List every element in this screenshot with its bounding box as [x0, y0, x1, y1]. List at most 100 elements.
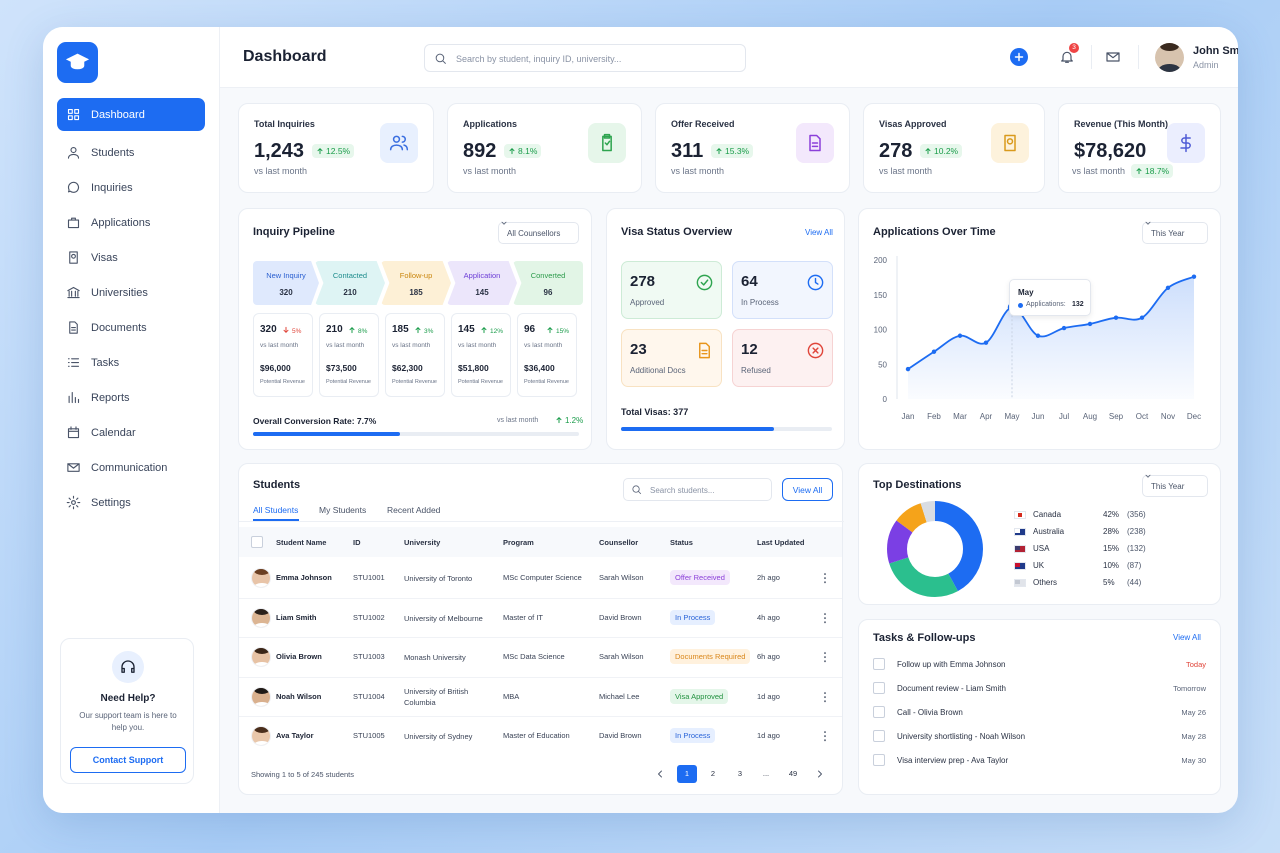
page-button[interactable]: 1: [677, 765, 697, 783]
avatar-body: [253, 622, 270, 627]
panel-title: Students: [253, 479, 301, 491]
stage-count: 210: [343, 288, 357, 297]
nav-item[interactable]: Tasks: [57, 346, 205, 379]
icon: [67, 217, 80, 229]
student-name[interactable]: Liam Smith: [276, 612, 317, 622]
prev-page[interactable]: [654, 768, 666, 780]
icon: [67, 358, 80, 367]
status-badge: Offer Received: [670, 570, 730, 585]
tooltip-series: Applications:: [1026, 301, 1066, 308]
student-counsellor: David Brown: [599, 612, 642, 622]
task-checkbox[interactable]: [873, 730, 885, 742]
nav-item[interactable]: Inquiries: [57, 171, 205, 204]
page-button[interactable]: ...: [762, 769, 770, 778]
period-filter[interactable]: This Year: [1142, 221, 1208, 244]
row-menu[interactable]: [818, 571, 832, 585]
nav-item[interactable]: Universities: [57, 276, 205, 309]
row-menu[interactable]: [818, 729, 832, 743]
messages-button[interactable]: [1104, 48, 1122, 66]
row-menu[interactable]: [818, 690, 832, 704]
line-point: [1191, 274, 1197, 279]
avatar-body: [253, 662, 270, 666]
student-name[interactable]: Olivia Brown: [276, 652, 322, 661]
nav-item[interactable]: Documents: [57, 311, 205, 344]
stage-revenue-label: Potential Revenue: [260, 379, 305, 385]
icon-path: [1061, 51, 1073, 63]
icon: [67, 146, 80, 159]
icon: [67, 463, 80, 472]
task-checkbox[interactable]: [873, 754, 885, 766]
student-id: STU1001: [353, 573, 385, 582]
trend-arrow: [283, 326, 289, 334]
table-header: [239, 527, 842, 557]
line-point: [931, 349, 937, 354]
next-page[interactable]: [814, 768, 826, 780]
nav-item[interactable]: Communication: [57, 451, 205, 484]
change-value: 8.1%: [518, 146, 538, 156]
column-header: Last Updated: [757, 538, 805, 547]
row-menu[interactable]: [818, 650, 832, 664]
icon-path: [809, 134, 821, 152]
view-all-button[interactable]: View All: [782, 478, 833, 501]
view-all-link[interactable]: View All: [805, 228, 833, 237]
nav-item[interactable]: Visas: [57, 241, 205, 274]
row-menu[interactable]: [818, 611, 832, 625]
pipeline-stage: Converted 96: [513, 261, 583, 305]
visa-label: Refused: [741, 366, 771, 375]
icon-path: [925, 147, 931, 155]
user-role: Admin: [1193, 60, 1219, 70]
add-button[interactable]: [1010, 48, 1028, 66]
stage-card-count: 320: [260, 324, 277, 335]
stat-icon: [380, 123, 418, 163]
checkbox[interactable]: [251, 536, 263, 548]
stat-label: Offer Received: [671, 119, 735, 129]
last-updated: 6h ago: [757, 652, 780, 661]
progress-fill: [621, 427, 774, 431]
tab[interactable]: Recent Added: [387, 505, 441, 515]
icon-path: [547, 326, 553, 334]
task-checkbox[interactable]: [873, 706, 885, 718]
help-title: Need Help?: [100, 693, 156, 704]
row-divider: [239, 716, 842, 717]
page-button[interactable]: 3: [737, 769, 743, 778]
page-button[interactable]: 2: [710, 769, 716, 778]
nav-item[interactable]: Applications: [57, 206, 205, 239]
contact-support-button[interactable]: Contact Support: [70, 747, 186, 773]
y-tick-label: 150: [874, 291, 888, 300]
notifications-button[interactable]: 3: [1058, 43, 1079, 66]
student-name[interactable]: Ava Taylor: [276, 731, 314, 740]
tab[interactable]: My Students: [319, 505, 367, 515]
task-checkbox[interactable]: [873, 658, 885, 670]
tooltip-value: 132: [1072, 301, 1084, 308]
logo-path: [65, 53, 90, 70]
column-header: ID: [353, 538, 361, 547]
trend-arrow: [481, 326, 487, 334]
user-avatar[interactable]: [1155, 43, 1184, 72]
student-name[interactable]: Emma Johnson: [276, 573, 332, 582]
stat-card: Visas Approved 278 vs last month 10.2%: [863, 103, 1045, 193]
tab[interactable]: All Students: [253, 505, 299, 515]
task-text: Document review - Liam Smith: [897, 684, 1006, 693]
nav-item[interactable]: Settings: [57, 486, 205, 519]
nav-item[interactable]: Calendar: [57, 416, 205, 449]
stat-value: 1,243: [254, 140, 305, 162]
nav-item[interactable]: Reports: [57, 381, 205, 414]
search-box[interactable]: Search by student, inquiry ID, universit…: [424, 44, 746, 72]
student-search[interactable]: Search students...: [623, 478, 772, 501]
page-button[interactable]: 49: [788, 769, 798, 778]
visa-card: 64 In Process: [732, 261, 833, 319]
stage-card-count: 210: [326, 324, 343, 335]
avatar-body: [1158, 64, 1181, 72]
view-all-link[interactable]: View All: [1173, 633, 1201, 642]
period-filter[interactable]: This Year: [1142, 474, 1208, 497]
icon-path: [602, 133, 612, 152]
counsellor-filter[interactable]: All Counsellors: [498, 221, 579, 244]
nav-item[interactable]: Students: [57, 136, 205, 169]
task-text: Follow up with Emma Johnson: [897, 660, 1006, 669]
stage-note: vs last month: [326, 342, 365, 349]
task-checkbox[interactable]: [873, 682, 885, 694]
tabs-divider: [239, 521, 844, 522]
student-name[interactable]: Noah Wilson: [276, 691, 322, 701]
line-point: [983, 340, 989, 345]
nav-item[interactable]: Dashboard: [57, 98, 205, 131]
